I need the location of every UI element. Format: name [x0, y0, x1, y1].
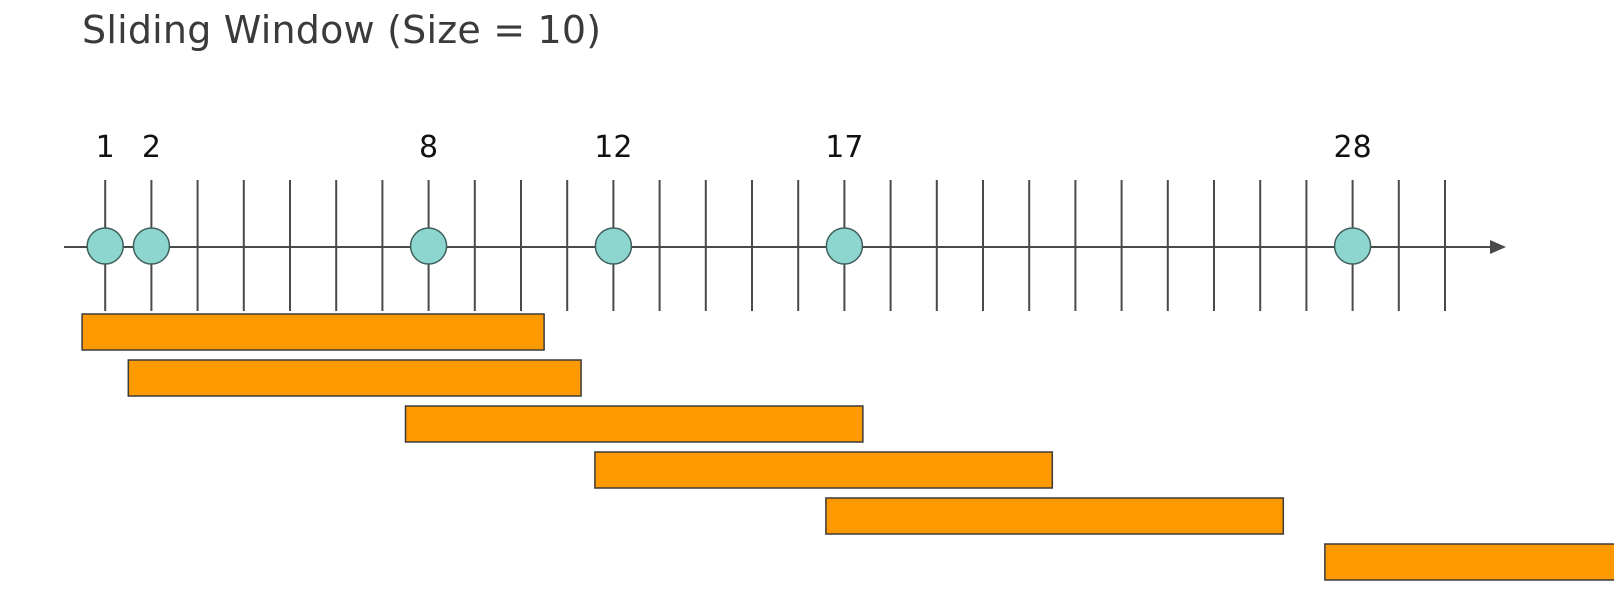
window-bars: [81, 313, 1614, 581]
event-marker: [825, 227, 864, 265]
window-bar: [81, 313, 545, 351]
event-labels: 1 2 8 12 17 28: [96, 130, 1372, 165]
window-bar: [1324, 543, 1614, 581]
event-label: 28: [1334, 130, 1372, 165]
event-label: 17: [825, 130, 863, 165]
window-bar: [594, 451, 1054, 489]
event-label: 8: [419, 130, 438, 165]
tick-marks: [104, 180, 1446, 311]
diagram-title: Sliding Window (Size = 10): [82, 8, 602, 52]
event-marker: [86, 227, 124, 265]
event-marker: [594, 227, 633, 265]
event-markers: [86, 227, 1372, 265]
event-marker: [409, 227, 448, 265]
event-label: 2: [142, 130, 161, 165]
event-label: 1: [96, 130, 115, 165]
window-bar: [404, 405, 864, 443]
timeline-axis-group: [64, 240, 1506, 254]
event-marker: [1333, 227, 1372, 265]
event-marker: [132, 227, 171, 265]
window-bar: [127, 359, 582, 397]
window-bar: [825, 497, 1285, 535]
axis-arrow-icon: [1490, 240, 1506, 254]
event-label: 12: [594, 130, 632, 165]
